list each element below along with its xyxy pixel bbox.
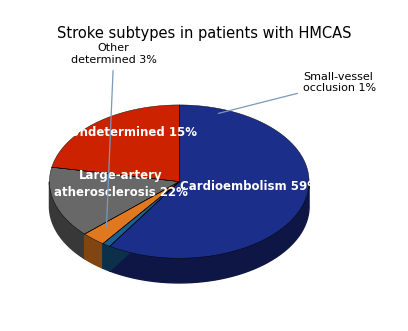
Polygon shape [49,167,179,234]
Text: Other
determined 3%: Other determined 3% [71,43,157,228]
Polygon shape [103,244,110,271]
Polygon shape [103,182,179,268]
Polygon shape [110,182,179,271]
Text: Small-vessel
occlusion 1%: Small-vessel occlusion 1% [218,72,376,114]
Text: Large-artery
atherosclerosis 22%: Large-artery atherosclerosis 22% [54,169,188,199]
Polygon shape [110,182,179,271]
Polygon shape [84,182,179,259]
Polygon shape [84,234,103,268]
Polygon shape [52,105,179,182]
Polygon shape [110,105,309,258]
Text: Stroke subtypes in patients with HMCAS: Stroke subtypes in patients with HMCAS [57,26,351,41]
Text: Cardioembolism 59%: Cardioembolism 59% [180,180,319,193]
Text: Undetermined 15%: Undetermined 15% [70,126,197,139]
Polygon shape [103,182,179,246]
Polygon shape [84,182,179,244]
Polygon shape [49,182,84,259]
Polygon shape [110,183,309,283]
Polygon shape [84,182,179,259]
Polygon shape [103,182,179,268]
